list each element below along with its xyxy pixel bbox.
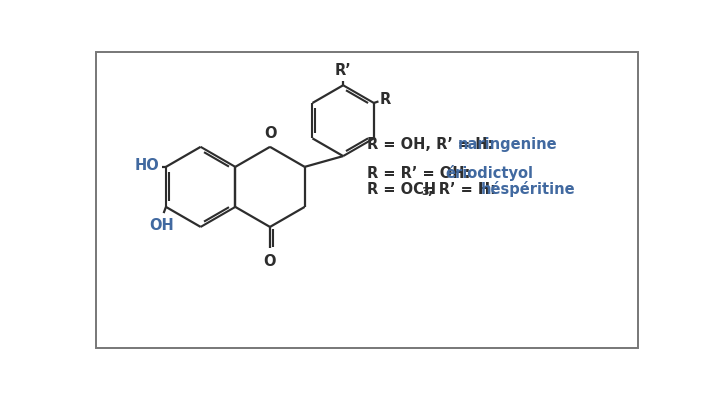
Text: 3: 3 [421, 187, 428, 196]
Text: R = OH, R’ = H:: R = OH, R’ = H: [367, 137, 498, 152]
Text: O: O [263, 254, 276, 269]
Text: ériodictyol: ériodictyol [445, 165, 533, 181]
Text: naringenine: naringenine [458, 137, 558, 152]
Text: O: O [264, 126, 277, 141]
Text: OH: OH [150, 219, 175, 234]
Text: héspéritine: héspéritine [481, 181, 576, 197]
Text: , R’ = H:: , R’ = H: [427, 182, 501, 197]
Text: R: R [380, 92, 391, 107]
Text: R = R’ = OH:: R = R’ = OH: [367, 166, 475, 181]
Text: R’: R’ [335, 63, 352, 78]
Text: HO: HO [135, 158, 160, 173]
Text: R = OCH: R = OCH [367, 182, 436, 197]
